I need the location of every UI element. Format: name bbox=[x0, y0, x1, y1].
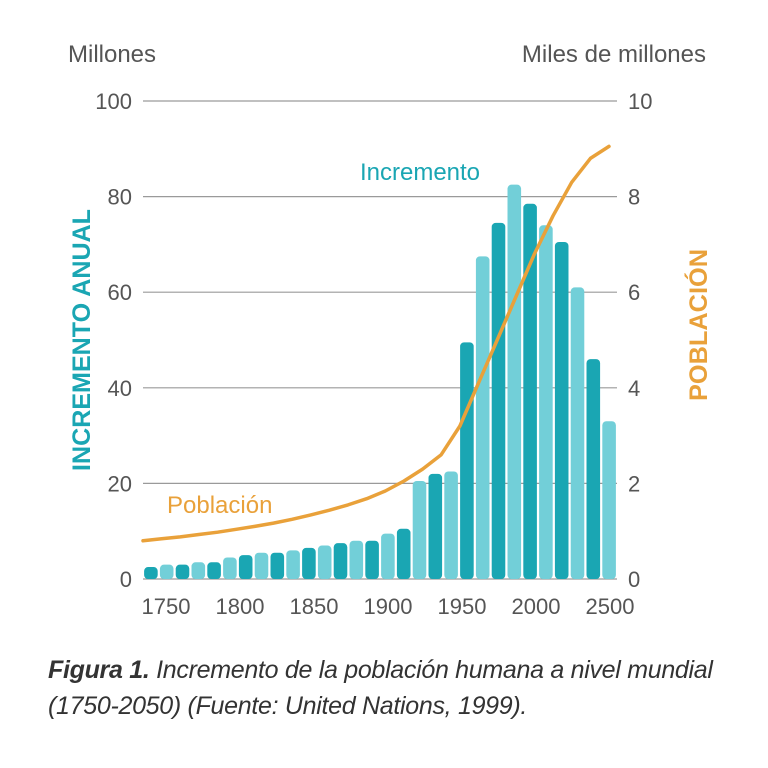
bar bbox=[412, 481, 427, 579]
caption-text: Incremento de la población humana a nive… bbox=[48, 656, 713, 720]
bar bbox=[460, 342, 474, 579]
bar bbox=[191, 562, 206, 579]
left-tick-label: 20 bbox=[108, 471, 132, 496]
bar bbox=[349, 540, 364, 579]
bar bbox=[396, 528, 411, 579]
bar bbox=[554, 242, 569, 579]
bar bbox=[286, 550, 300, 579]
right-tick-label: 8 bbox=[628, 185, 640, 210]
bar bbox=[302, 547, 316, 579]
left-tick-label: 100 bbox=[95, 89, 132, 114]
bar bbox=[507, 184, 522, 579]
right-axis-title: POBLACIÓN bbox=[683, 249, 713, 401]
figure-label: Figura 1. bbox=[48, 656, 150, 684]
bar bbox=[159, 564, 174, 579]
left-tick-label: 60 bbox=[108, 280, 132, 305]
population-chart: 0 0 20 2 40 4 60 6 80 8 100 10 Millones Miles de mill… bbox=[68, 41, 713, 619]
population-line bbox=[141, 144, 611, 543]
x-tick-label: 2500 bbox=[586, 594, 635, 619]
right-tick-label: 6 bbox=[628, 280, 640, 305]
bar bbox=[144, 567, 158, 579]
bar bbox=[333, 543, 348, 579]
bar bbox=[223, 557, 237, 579]
bar bbox=[602, 421, 616, 579]
bar-series-label: Incremento bbox=[360, 159, 480, 186]
left-axis-title: INCREMENTO ANUAL bbox=[68, 209, 96, 471]
bar bbox=[491, 222, 506, 579]
bar bbox=[475, 256, 490, 579]
left-tick-label: 0 bbox=[120, 567, 132, 592]
x-tick-label: 1900 bbox=[364, 594, 413, 619]
bar bbox=[444, 471, 458, 579]
x-tick-label: 1950 bbox=[438, 594, 487, 619]
bar bbox=[539, 225, 553, 579]
figure-caption: Figura 1. Incremento de la población hum… bbox=[48, 652, 738, 724]
right-tick-label: 0 bbox=[628, 567, 640, 592]
x-tick-label: 1800 bbox=[216, 594, 265, 619]
line-series-label: Población bbox=[167, 492, 272, 519]
left-tick-label: 40 bbox=[108, 376, 132, 401]
x-tick-label: 1850 bbox=[290, 594, 339, 619]
bar bbox=[381, 533, 395, 579]
left-tick-label: 80 bbox=[108, 185, 132, 210]
right-axis-unit: Miles de millones bbox=[522, 41, 706, 68]
right-tick-label: 4 bbox=[628, 376, 640, 401]
x-tick-label: 2000 bbox=[512, 594, 561, 619]
bar bbox=[270, 552, 285, 579]
bar bbox=[175, 564, 190, 579]
bar bbox=[586, 359, 601, 579]
x-tick-label: 1750 bbox=[142, 594, 191, 619]
bar bbox=[254, 552, 269, 579]
bar bbox=[428, 473, 443, 579]
bar bbox=[365, 540, 379, 579]
bar bbox=[317, 545, 332, 579]
right-tick-label: 2 bbox=[628, 471, 640, 496]
bar bbox=[238, 555, 253, 579]
bar bbox=[570, 287, 585, 579]
right-tick-label: 10 bbox=[628, 89, 652, 114]
bar bbox=[207, 562, 221, 579]
left-axis-unit: Millones bbox=[68, 41, 156, 68]
bar bbox=[523, 203, 537, 579]
